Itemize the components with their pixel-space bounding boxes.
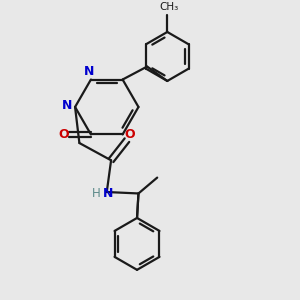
Text: N: N — [103, 187, 113, 200]
Text: H: H — [92, 187, 100, 200]
Text: O: O — [124, 128, 135, 141]
Text: N: N — [84, 65, 95, 78]
Text: O: O — [58, 128, 69, 141]
Text: CH₃: CH₃ — [159, 2, 178, 13]
Text: N: N — [62, 99, 72, 112]
